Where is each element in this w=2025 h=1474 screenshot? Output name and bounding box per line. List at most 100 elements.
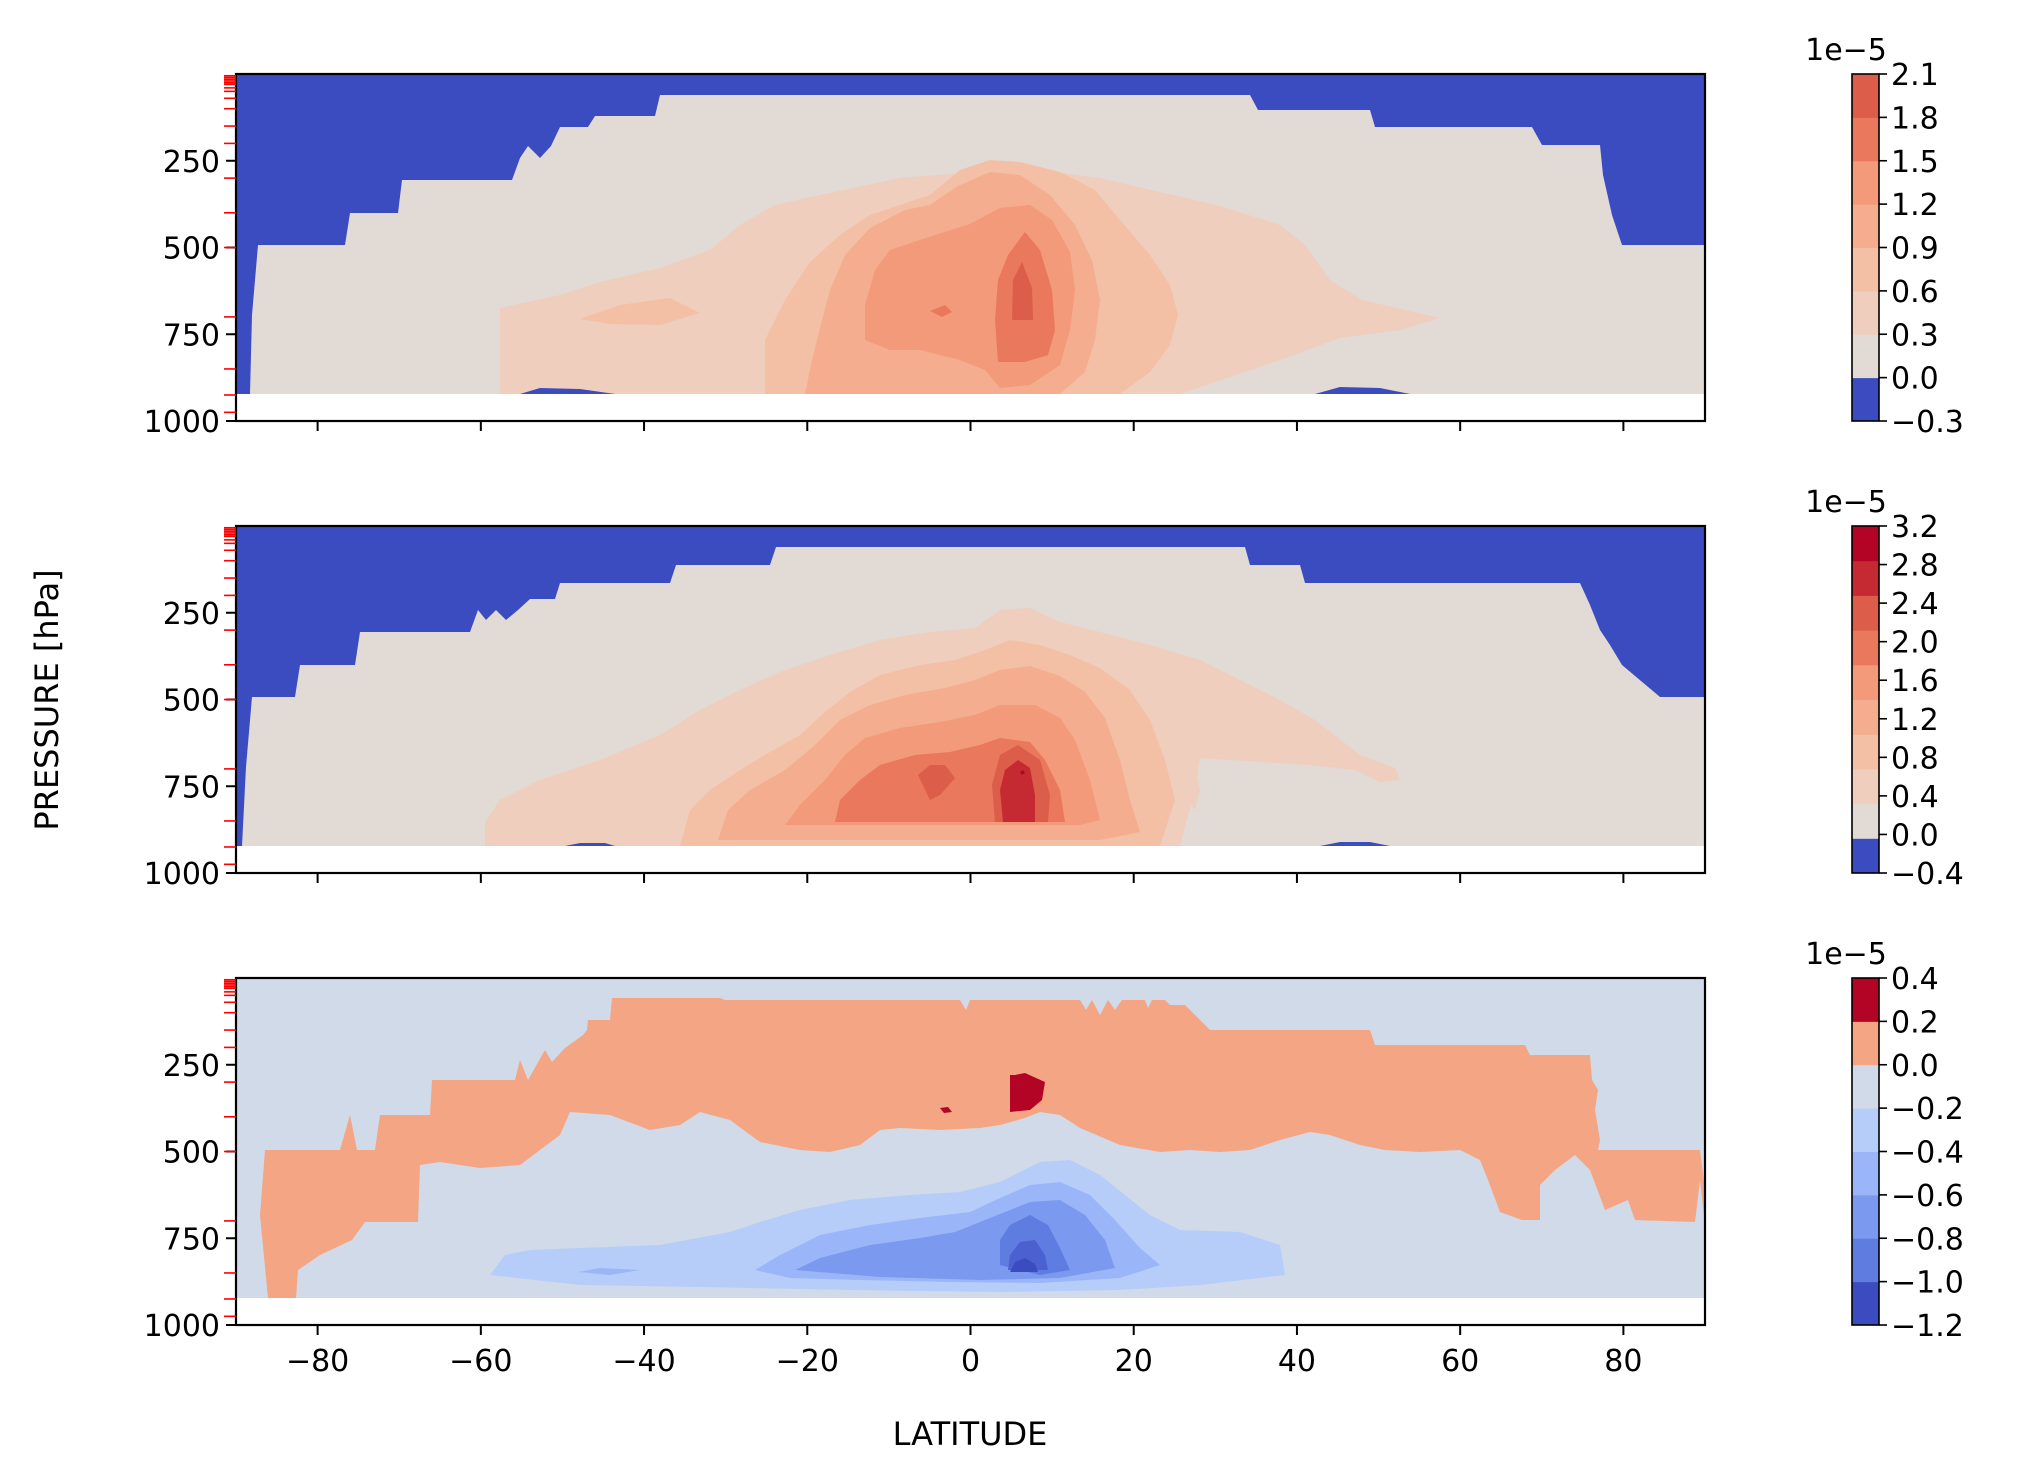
colorbar-segment xyxy=(1852,204,1879,248)
colorbar-tick-label: 1.6 xyxy=(1891,664,1939,699)
y-tick-label: 1000 xyxy=(144,405,220,440)
colorbar-segment xyxy=(1852,978,1879,1022)
colorbar-tick-label: 0.2 xyxy=(1891,1005,1939,1040)
x-tick-label: 20 xyxy=(1115,1344,1153,1379)
x-tick-label: −80 xyxy=(286,1344,349,1379)
colorbar-tick-label: −1.0 xyxy=(1891,1266,1964,1301)
white-below-surface xyxy=(236,846,1705,873)
y-tick-label: 750 xyxy=(163,318,220,353)
x-tick-label: 60 xyxy=(1441,1344,1479,1379)
y-axis-top: 250 500 750 1000 xyxy=(144,74,236,440)
y-tick-label: 750 xyxy=(163,770,220,805)
colorbar-segment xyxy=(1852,734,1879,770)
fill-negative-southern-surface xyxy=(565,843,615,846)
fill-level-2.8-3.2 xyxy=(1000,760,1035,822)
colorbar-tick-label: 2.0 xyxy=(1891,626,1939,661)
fill-level-0.0-0.2 xyxy=(260,998,1705,1298)
colorbar-segment xyxy=(1852,838,1879,874)
colorbar-segment xyxy=(1852,560,1879,596)
colorbar-segment xyxy=(1852,160,1879,205)
panel-middle: 250 500 750 1000 xyxy=(144,524,1707,892)
colorbar-segment xyxy=(1852,526,1879,562)
colorbar-multiplier: 1e−5 xyxy=(1805,33,1887,68)
colorbar-tick-label: 0.6 xyxy=(1891,275,1939,310)
colorbar-segment xyxy=(1852,1151,1879,1196)
fill-level-0.2-0.4-small xyxy=(940,1107,952,1113)
x-tick-label: 80 xyxy=(1604,1344,1642,1379)
colorbar-segment xyxy=(1852,664,1879,700)
colorbar-tick-label: 2.1 xyxy=(1891,58,1939,93)
colorbar-segment xyxy=(1852,1064,1879,1109)
colorbar-tick-label: −0.8 xyxy=(1891,1222,1964,1257)
y-tick-label: 1000 xyxy=(144,857,220,892)
colorbar-segment xyxy=(1852,1194,1879,1239)
contour-fill-top xyxy=(236,74,1705,421)
colorbar-segment xyxy=(1852,247,1879,292)
colorbar-segment xyxy=(1852,595,1879,631)
colorbar-tick-label: 1.8 xyxy=(1891,101,1939,136)
colorbar-multiplier: 1e−5 xyxy=(1805,485,1887,520)
colorbar-segment xyxy=(1852,1238,1879,1283)
colorbar-segment xyxy=(1852,334,1879,379)
colorbar-tick-label: 1.5 xyxy=(1891,145,1939,180)
panel-top: 250 500 750 1000 xyxy=(144,72,1707,440)
colorbar-tick-label: −0.4 xyxy=(1891,857,1964,892)
colorbar-tick-label: 2.8 xyxy=(1891,549,1939,584)
y-tick-label: 250 xyxy=(163,145,220,180)
x-tick-label: 0 xyxy=(961,1344,980,1379)
colorbar-segment xyxy=(1852,1021,1879,1066)
colorbar-middle: −0.4 0.00.4 0.81.2 1.62.0 2.42.8 3.21e−5 xyxy=(1805,485,1964,892)
colorbar-tick-label: 0.0 xyxy=(1891,1049,1939,1084)
colorbar-segment xyxy=(1852,699,1879,735)
colorbar-tick-label: 0.4 xyxy=(1891,962,1939,997)
fill-level-0.4-0.8-south-spot xyxy=(640,764,680,776)
colorbar-tick-label: −0.2 xyxy=(1891,1092,1964,1127)
y-tick-label: 500 xyxy=(163,684,220,719)
y-tick-label: 1000 xyxy=(144,1309,220,1344)
y-axis-bottom: 250 500 750 1000 xyxy=(144,978,236,1344)
colorbar-segment xyxy=(1852,377,1879,422)
colorbar-bottom: −1.2 −1.0 −0.8 −0.6 −0.4 −0.2 0.0 0.2 0.41e−5 xyxy=(1805,937,1964,1344)
fill-negative-northern-surface xyxy=(1315,387,1410,394)
contour-fill-bottom xyxy=(236,978,1705,1325)
white-below-surface xyxy=(236,394,1705,421)
colorbar-tick-label: 0.9 xyxy=(1891,232,1939,267)
fill-level-minus0.2-0-west-streak xyxy=(578,1268,640,1275)
colorbar-multiplier: 1e−5 xyxy=(1805,937,1887,972)
y-axis-middle: 250 500 750 1000 xyxy=(144,526,236,892)
colorbar-tick-label: 2.4 xyxy=(1891,587,1939,622)
colorbar-tick-label: 0.0 xyxy=(1891,818,1939,853)
x-axis-top xyxy=(316,421,1625,431)
x-tick-label: 40 xyxy=(1278,1344,1316,1379)
colorbar-segment xyxy=(1852,1281,1879,1326)
colorbar-tick-label: −0.4 xyxy=(1891,1136,1964,1171)
colorbar-tick-label: 0.0 xyxy=(1891,362,1939,397)
y-tick-label: 500 xyxy=(163,1136,220,1171)
fill-level-0.6-0.9 xyxy=(580,298,700,325)
fill-level-1.8-2.1 xyxy=(1012,262,1033,320)
white-below-surface xyxy=(236,1298,1705,1325)
y-tick-label: 750 xyxy=(163,1222,220,1257)
y-tick-label: 250 xyxy=(163,597,220,632)
x-axis-label: LATITUDE xyxy=(893,1415,1048,1453)
colorbar-tick-label: 0.4 xyxy=(1891,780,1939,815)
colorbar-segment xyxy=(1852,630,1879,666)
colorbar-tick-label: 1.2 xyxy=(1891,188,1939,223)
colorbar-segment xyxy=(1852,1108,1879,1152)
colorbar-segment xyxy=(1852,117,1879,162)
colorbar-segment xyxy=(1852,768,1879,805)
colorbar-tick-label: 0.8 xyxy=(1891,741,1939,776)
contour-fill-middle xyxy=(236,526,1705,873)
x-tick-label: −60 xyxy=(449,1344,512,1379)
colorbar-segment xyxy=(1852,803,1879,839)
fill-level-0.2-0.4 xyxy=(1010,1073,1045,1112)
colorbar-tick-label: 0.3 xyxy=(1891,318,1939,353)
y-axis-label: PRESSURE [hPa] xyxy=(28,569,66,830)
colorbar-tick-label: −0.6 xyxy=(1891,1179,1964,1214)
x-axis-bottom: −80 −60 −40 −20 0 20 40 60 80 xyxy=(286,1325,1642,1379)
x-axis-middle xyxy=(316,873,1625,883)
panel-bottom: 250 500 750 1000 −80 −60 −40 −20 0 20 40 60 80 xyxy=(144,976,1707,1379)
x-tick-label: −20 xyxy=(776,1344,839,1379)
fill-level-1.5-1.8-west xyxy=(930,305,952,317)
